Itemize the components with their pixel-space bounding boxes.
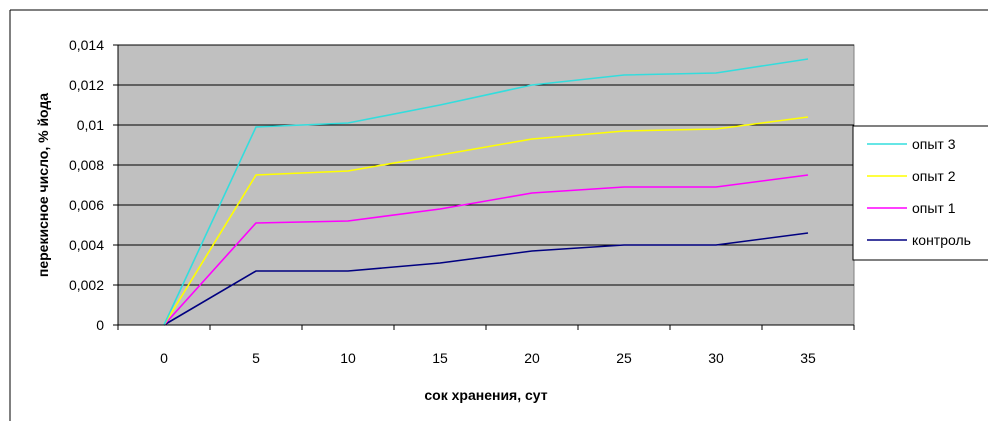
y-tick-label: 0,006 <box>69 197 104 213</box>
series-line <box>163 58 809 326</box>
y-tick-label: 0,002 <box>69 277 104 293</box>
x-tick-label: 30 <box>708 350 724 366</box>
x-axis-title: сок хранения, сут <box>424 387 547 403</box>
legend-label: опыт 3 <box>912 136 956 152</box>
series-line <box>163 116 809 326</box>
x-tick-label: 35 <box>800 350 816 366</box>
legend-label: опыт 1 <box>912 200 956 216</box>
x-tick-label: 5 <box>252 350 260 366</box>
y-tick-label: 0,014 <box>69 37 104 53</box>
series-line <box>163 232 809 326</box>
x-tick-label: 15 <box>432 350 448 366</box>
legend-items: опыт 3 опыт 2 опыт 1 контроль <box>867 136 971 248</box>
series-line <box>163 174 809 326</box>
y-tick-label: 0,008 <box>69 157 104 173</box>
y-tick-label: 0 <box>96 317 104 333</box>
legend-label: контроль <box>912 232 971 248</box>
gridlines <box>118 44 854 286</box>
legend-label: опыт 2 <box>912 168 956 184</box>
legend-box <box>852 125 988 261</box>
x-tick-label: 0 <box>160 350 168 366</box>
x-tick-label: 10 <box>340 350 356 366</box>
y-tick-label: 0,01 <box>77 117 104 133</box>
y-tick-label: 0,012 <box>69 77 104 93</box>
series-lines <box>163 58 809 326</box>
legend: опыт 3 опыт 2 опыт 1 контроль <box>852 125 988 261</box>
y-axis-title: перекисное число, % йода <box>35 93 51 277</box>
x-axis-ticks: 0 5 10 15 20 25 30 35 <box>117 325 855 366</box>
x-tick-label: 20 <box>524 350 540 366</box>
x-tick-label: 25 <box>616 350 632 366</box>
y-tick-label: 0,004 <box>69 237 104 253</box>
